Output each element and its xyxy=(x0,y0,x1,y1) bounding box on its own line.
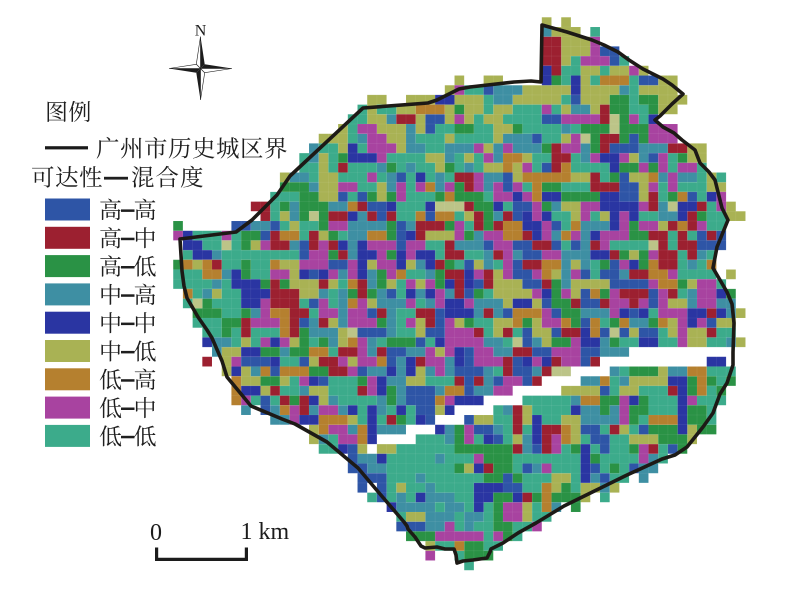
svg-text:1 km: 1 km xyxy=(241,519,290,545)
svg-text:0: 0 xyxy=(150,520,162,546)
svg-text:N: N xyxy=(195,23,207,40)
